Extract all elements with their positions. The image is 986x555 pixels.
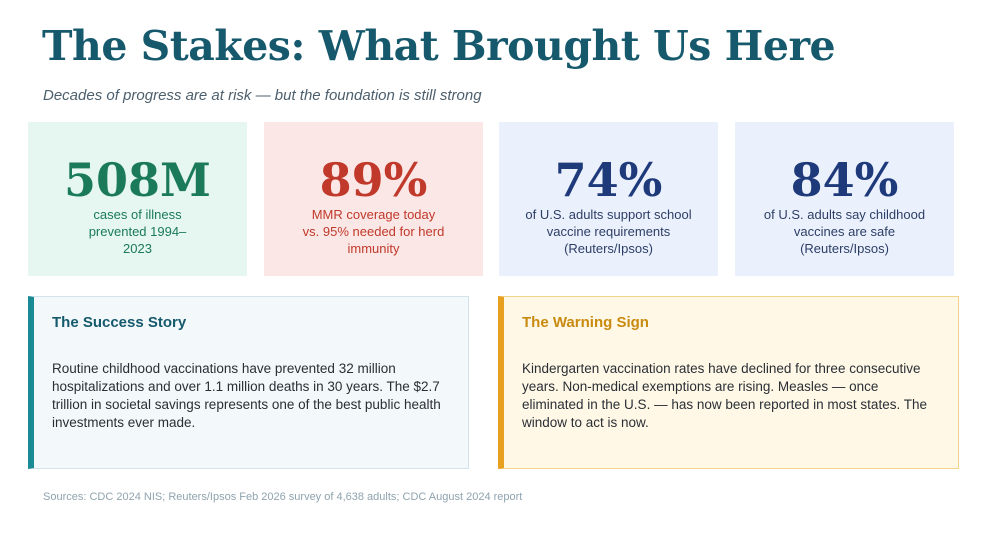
panel-body: Routine childhood vaccinations have prev… (52, 361, 441, 430)
stat-card: 508M cases of illness prevented 1994–202… (28, 122, 247, 276)
stat-label: MMR coverage today vs. 95% needed for he… (302, 207, 445, 256)
panel-title: The Warning Sign (522, 314, 649, 331)
stat-value: 74% (554, 153, 663, 207)
subtitle: Decades of progress are at risk — but th… (43, 87, 482, 104)
stat-label: of U.S. adults say childhood vaccines ar… (763, 207, 926, 256)
stat-card: 74% of U.S. adults support school vaccin… (499, 122, 718, 276)
title: The Stakes: What Brought Us Here (42, 22, 836, 70)
stat-card: 84% of U.S. adults say childhood vaccine… (735, 122, 954, 276)
panel-body: Kindergarten vaccination rates have decl… (522, 361, 927, 430)
panel-title: The Success Story (52, 314, 187, 331)
stat-value: 508M (64, 153, 211, 207)
stat-value: 84% (790, 153, 899, 207)
stat-label: of U.S. adults support school vaccine re… (525, 207, 692, 256)
sources: Sources: CDC 2024 NIS; Reuters/Ipsos Feb… (43, 491, 523, 503)
stat-label: cases of illness prevented 1994–2023 (88, 207, 187, 256)
stat-value: 89% (319, 153, 428, 207)
success-panel: The Success Story Routine childhood vacc… (28, 296, 469, 469)
stat-card: 89% MMR coverage today vs. 95% needed fo… (264, 122, 483, 276)
warning-panel: The Warning Sign Kindergarten vaccinatio… (498, 296, 959, 469)
